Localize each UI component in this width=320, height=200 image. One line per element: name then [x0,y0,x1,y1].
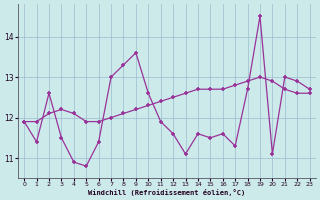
X-axis label: Windchill (Refroidissement éolien,°C): Windchill (Refroidissement éolien,°C) [88,189,245,196]
